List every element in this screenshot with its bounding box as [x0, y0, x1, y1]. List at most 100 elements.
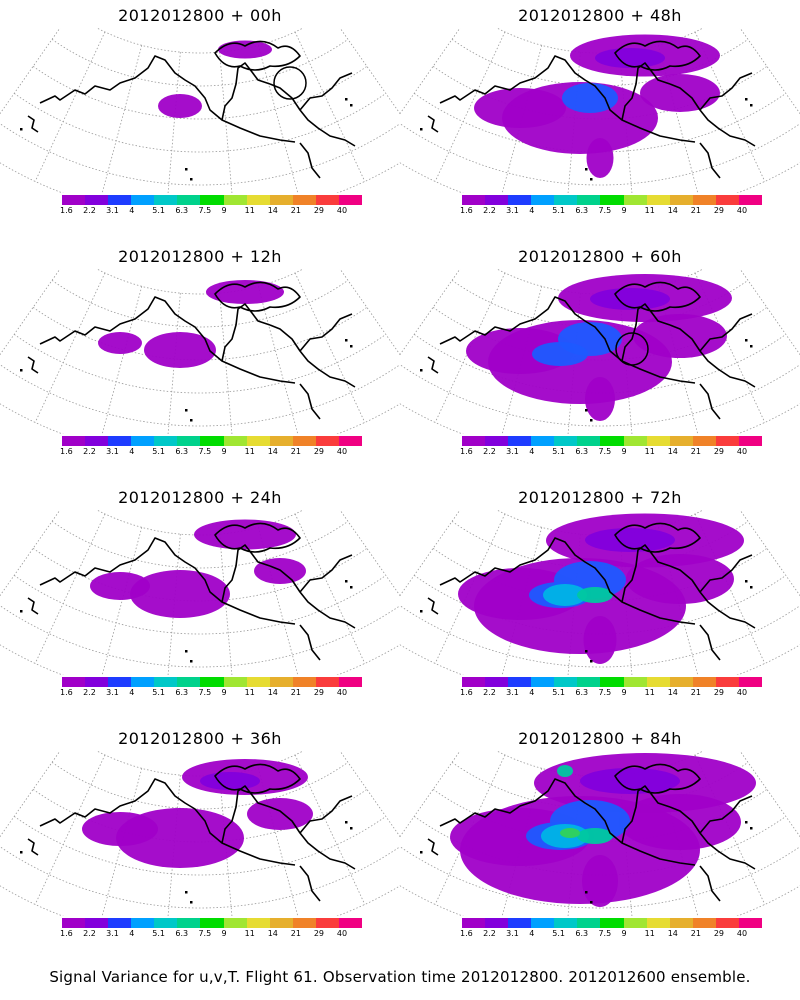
polar-map: [0, 269, 400, 434]
colorbar-swatch: [154, 918, 178, 928]
colorbar-swatch: [246, 677, 270, 687]
coastline: [269, 565, 356, 629]
variance-contour: [474, 88, 566, 128]
colorbar-tick-label: 40: [336, 929, 348, 938]
colorbar-tick-label: 2.2: [83, 447, 96, 456]
colorbar-tick-label: 1.6: [460, 206, 473, 215]
longitude-line: [101, 286, 143, 434]
colorbar: [462, 677, 763, 687]
coastline: [39, 778, 296, 866]
island: [190, 419, 193, 422]
colorbar-tick-label: 11: [644, 206, 655, 215]
colorbar-tick-label: 6.3: [175, 929, 189, 938]
longitude-line: [257, 286, 299, 434]
colorbar-tick-label: 1.6: [460, 688, 473, 697]
latitude-line: [96, 28, 304, 54]
coastline: [269, 83, 356, 147]
colorbar-tick-label: 29: [313, 447, 325, 456]
colorbar-swatch: [508, 436, 532, 446]
colorbar-swatch: [338, 918, 363, 928]
latitude-line: [0, 644, 400, 675]
colorbar-swatch: [623, 918, 647, 928]
colorbar-tick-label: 4: [529, 206, 535, 215]
colorbar-tick-label: 21: [690, 447, 701, 456]
colorbar: [62, 918, 363, 928]
longitude-line: [619, 775, 633, 916]
latitude-line: [0, 364, 400, 427]
colorbar-swatch: [577, 918, 601, 928]
colorbar-swatch: [669, 195, 693, 205]
colorbar-tick-label: 4: [129, 447, 135, 456]
coastline: [27, 597, 39, 615]
colorbar-tick-label: 40: [336, 688, 348, 697]
polar-map: [400, 751, 800, 916]
variance-contour: [90, 572, 150, 600]
colorbar-tick-label: 3.1: [106, 206, 119, 215]
colorbar-tick-label: 21: [290, 447, 301, 456]
longitude-line: [101, 527, 143, 675]
coastline: [427, 115, 439, 133]
colorbar-tick-label: 7.5: [598, 929, 612, 938]
variance-contour: [582, 855, 618, 907]
colorbar-tick-label: 21: [690, 688, 701, 697]
coastline: [699, 383, 721, 420]
coastline: [299, 142, 321, 179]
panel-title: 2012012800 + 60h: [518, 247, 682, 266]
colorbar-tick-label: 11: [244, 206, 255, 215]
coastline: [221, 544, 271, 603]
colorbar-tick-label: 29: [313, 688, 325, 697]
colorbar-swatch: [177, 918, 201, 928]
colorbar-swatch: [292, 677, 316, 687]
colorbar-swatch: [154, 436, 178, 446]
colorbar-swatch: [623, 195, 647, 205]
colorbar-swatch: [200, 918, 224, 928]
colorbar-tick-label: 21: [290, 688, 301, 697]
colorbar-swatch: [338, 677, 363, 687]
colorbar-swatch: [108, 677, 132, 687]
longitude-line: [501, 45, 543, 193]
colorbar-swatch: [577, 677, 601, 687]
coastline: [39, 537, 296, 625]
variance-contour: [595, 48, 665, 68]
coastline: [621, 62, 671, 121]
colorbar-tick-label: 5.1: [552, 688, 566, 697]
colorbar-tick-label: 40: [736, 447, 748, 456]
colorbar-swatch: [108, 436, 132, 446]
colorbar-labels: 1.6 2.2 3.1 4 5.1 6.3 7.5 9 11 14 21 29 40: [460, 447, 762, 459]
panel-title: 2012012800 + 72h: [518, 488, 682, 507]
longitude-line: [657, 45, 699, 193]
colorbar-swatch: [715, 677, 739, 687]
island: [190, 178, 193, 181]
colorbar-tick-label: 1.6: [60, 688, 73, 697]
colorbar-labels: 1.6 2.2 3.1 4 5.1 6.3 7.5 9 11 14 21 29 40: [60, 447, 362, 459]
variance-contour: [130, 570, 230, 618]
colorbar-swatch: [246, 436, 270, 446]
coastline: [299, 383, 321, 420]
colorbar-swatch: [177, 195, 201, 205]
polar-map: [0, 28, 400, 193]
longitude-line: [657, 768, 699, 916]
colorbar-swatch: [223, 677, 247, 687]
colorbar-tick-label: 7.5: [598, 688, 612, 697]
map-panel: 2012012800 + 00h 1.6 2.2 3.1 4 5.1 6.3 7.5 9 11 14…: [0, 0, 400, 240]
coastline: [214, 522, 301, 553]
colorbar-labels: 1.6 2.2 3.1 4 5.1 6.3 7.5 9 11 14 21 29 40: [460, 688, 762, 700]
latitude-line: [0, 162, 400, 193]
island: [185, 650, 188, 653]
island: [585, 650, 588, 653]
colorbar-tick-label: 4: [129, 929, 135, 938]
longitude-line: [694, 513, 766, 664]
colorbar-swatch: [462, 195, 486, 205]
colorbar-swatch: [85, 195, 109, 205]
colorbar-tick-label: 11: [644, 929, 655, 938]
colorbar-swatch: [646, 677, 670, 687]
colorbar: [62, 195, 363, 205]
colorbar-labels: 1.6 2.2 3.1 4 5.1 6.3 7.5 9 11 14 21 29 40: [460, 206, 762, 218]
longitude-line: [34, 31, 106, 182]
colorbar-tick-label: 29: [313, 206, 325, 215]
coastline: [39, 55, 296, 143]
colorbar-swatch: [600, 195, 624, 205]
island: [590, 660, 593, 663]
colorbar-tick-label: 7.5: [198, 206, 212, 215]
coastline: [669, 565, 756, 629]
